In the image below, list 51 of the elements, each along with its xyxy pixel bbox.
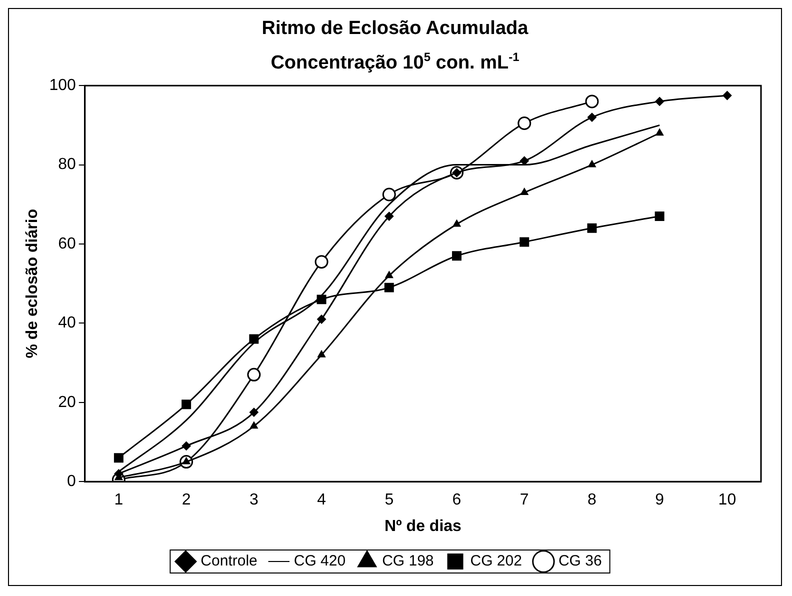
x-tick-label: 8 xyxy=(588,492,597,509)
x-tick-label: 5 xyxy=(384,492,394,509)
x-tick-label: 2 xyxy=(182,492,191,509)
point xyxy=(654,212,664,222)
x-tick-label: 3 xyxy=(249,492,258,509)
point xyxy=(114,453,124,463)
legend-label: CG 198 xyxy=(382,552,434,570)
y-tick-label: 20 xyxy=(58,394,76,411)
point xyxy=(384,212,394,221)
point xyxy=(247,368,261,382)
legend-label: CG 202 xyxy=(470,552,522,570)
point xyxy=(182,400,192,410)
legend-label: Controle xyxy=(200,552,258,570)
point xyxy=(249,408,258,417)
x-tick-label: 4 xyxy=(317,492,326,509)
x-axis-title: Nº de dias xyxy=(384,518,462,535)
point xyxy=(452,220,461,227)
y-axis-title: % de eclosão diário xyxy=(24,208,42,358)
point xyxy=(452,251,462,261)
x-tick-label: 10 xyxy=(718,492,736,509)
point xyxy=(587,112,596,122)
point xyxy=(518,116,532,130)
chart-subtitle: Concentração 10$^{5}$ con. mL$^{-1}$ xyxy=(270,49,520,76)
point xyxy=(382,188,396,202)
point xyxy=(588,160,596,168)
point xyxy=(585,94,599,108)
x-tick-label: 9 xyxy=(655,492,664,509)
y-tick-label: 100 xyxy=(49,77,76,94)
point xyxy=(655,96,664,106)
x-tick-label: 7 xyxy=(520,492,529,509)
x-tick-label: 1 xyxy=(114,492,124,509)
y-tick-label: 40 xyxy=(58,314,76,332)
point xyxy=(317,314,326,324)
point xyxy=(182,441,191,450)
point xyxy=(385,271,394,278)
point xyxy=(314,255,328,269)
point xyxy=(722,91,732,100)
chart-title: Ritmo de Eclosão Acumulada xyxy=(260,17,530,41)
legend-label: CG 420 xyxy=(294,552,346,570)
point xyxy=(520,188,528,196)
point xyxy=(656,128,664,136)
legend-label: CG 36 xyxy=(558,552,602,570)
point xyxy=(384,282,394,292)
y-tick-label: 60 xyxy=(58,235,76,252)
point xyxy=(520,237,530,247)
point xyxy=(250,422,258,429)
y-tick-label: 0 xyxy=(66,473,76,490)
y-tick-label: 80 xyxy=(58,156,76,174)
x-tick-label: 6 xyxy=(452,492,462,509)
point xyxy=(318,350,326,358)
point xyxy=(587,223,597,233)
